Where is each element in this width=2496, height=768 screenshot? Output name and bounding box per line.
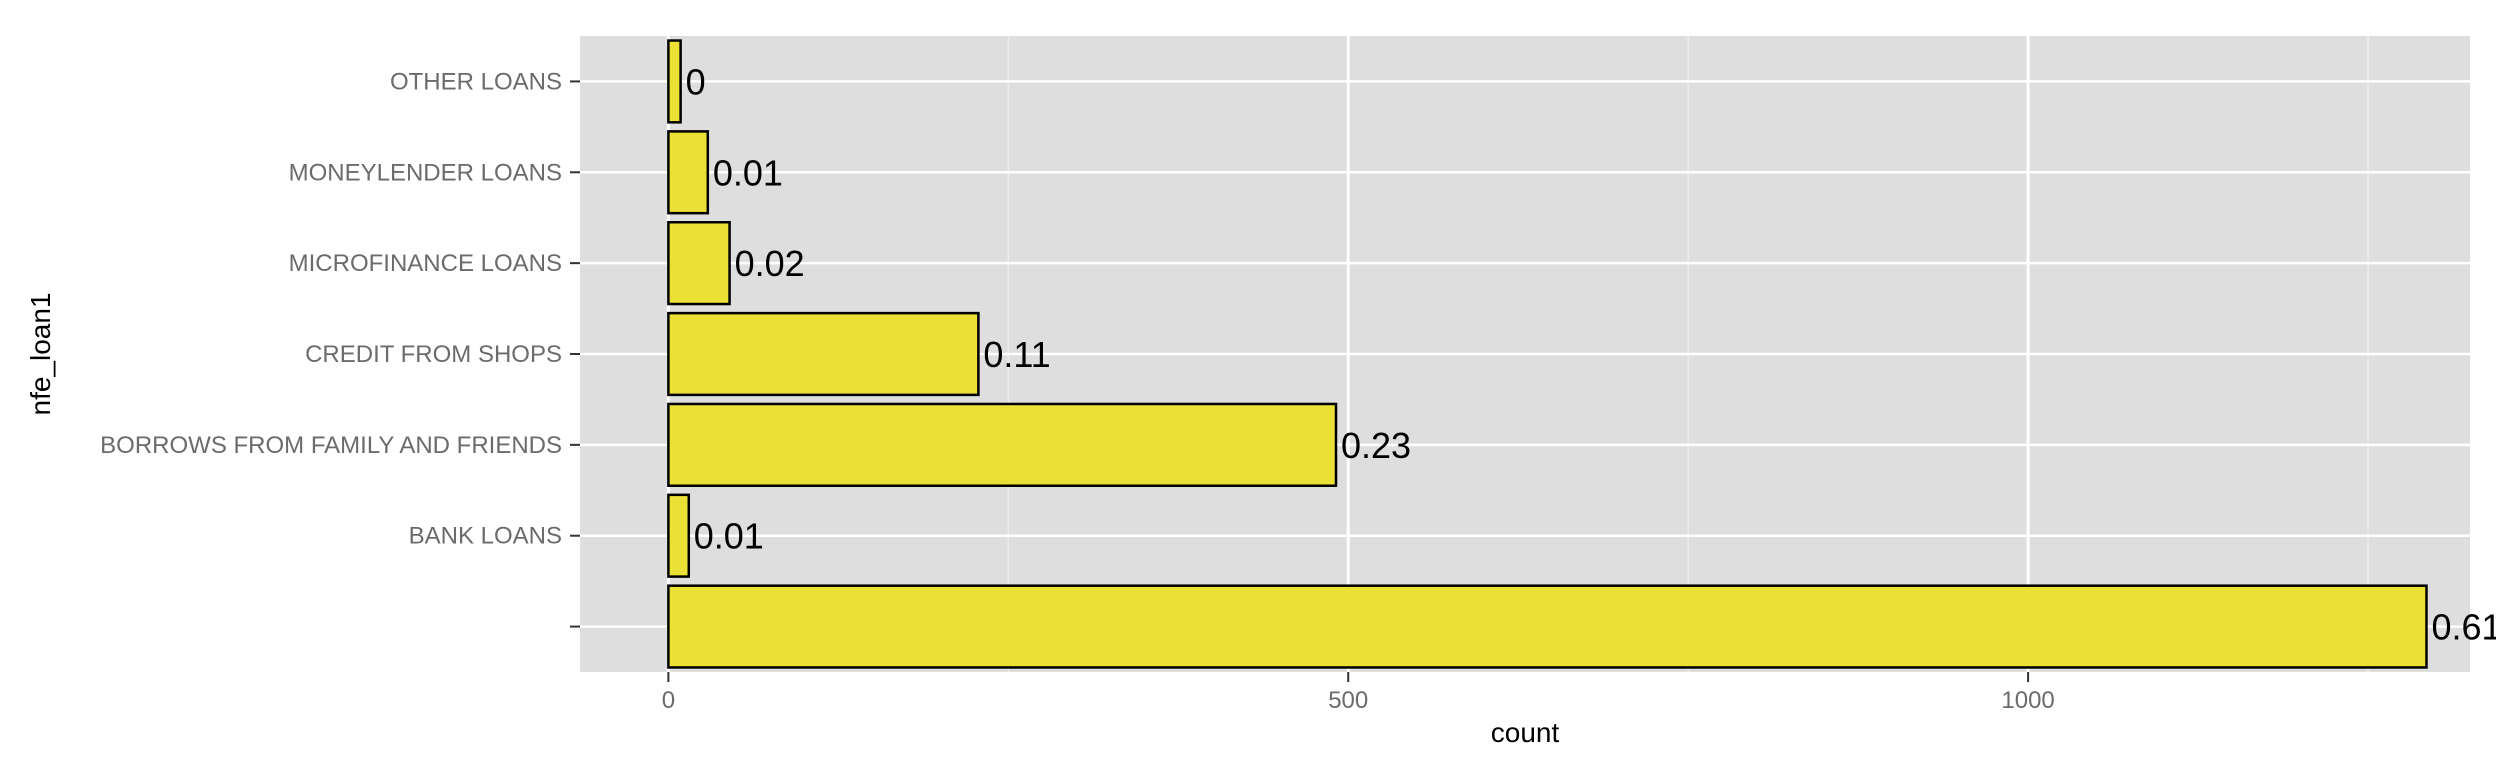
bar bbox=[667, 221, 731, 306]
data-label: 0.01 bbox=[713, 152, 783, 193]
data-label: 0.01 bbox=[694, 516, 764, 557]
y-axis: BANK LOANS BORROWS FROM FAMILY AND FRIEND… bbox=[100, 68, 580, 628]
bar bbox=[667, 493, 691, 578]
data-label: 0.11 bbox=[983, 334, 1050, 375]
y-tick-label: CREDIT FROM SHOPS bbox=[305, 341, 562, 368]
y-tick-label: BORROWS FROM FAMILY AND FRIENDS bbox=[100, 432, 562, 459]
y-tick-label: MICROFINANCE LOANS bbox=[289, 250, 562, 277]
data-label: 0 bbox=[686, 61, 706, 102]
x-tick-label: 0 bbox=[662, 687, 675, 714]
bar bbox=[667, 311, 980, 397]
data-label: 0.23 bbox=[1341, 425, 1411, 466]
x-axis: 0 500 1000 bbox=[662, 672, 2055, 714]
y-tick-label: BANK LOANS bbox=[409, 523, 562, 550]
data-labels: 0.61 0.01 0.23 0.11 0.02 0.01 0 bbox=[686, 61, 2496, 647]
y-tick-label: MONEYLENDER LOANS bbox=[289, 159, 562, 186]
x-tick-label: 500 bbox=[1328, 687, 1368, 714]
data-label: 0.61 bbox=[2431, 607, 2496, 648]
bar bbox=[667, 584, 2428, 669]
bar bbox=[667, 402, 1338, 487]
y-axis-title: nfe_loan1 bbox=[25, 292, 56, 415]
y-tick-label: OTHER LOANS bbox=[390, 68, 562, 95]
bars bbox=[667, 39, 2428, 669]
x-axis-title: count bbox=[1491, 717, 1560, 748]
x-tick-label: 1000 bbox=[2001, 687, 2054, 714]
data-label: 0.02 bbox=[735, 243, 805, 284]
bar bbox=[667, 130, 710, 215]
bar bbox=[667, 39, 682, 124]
